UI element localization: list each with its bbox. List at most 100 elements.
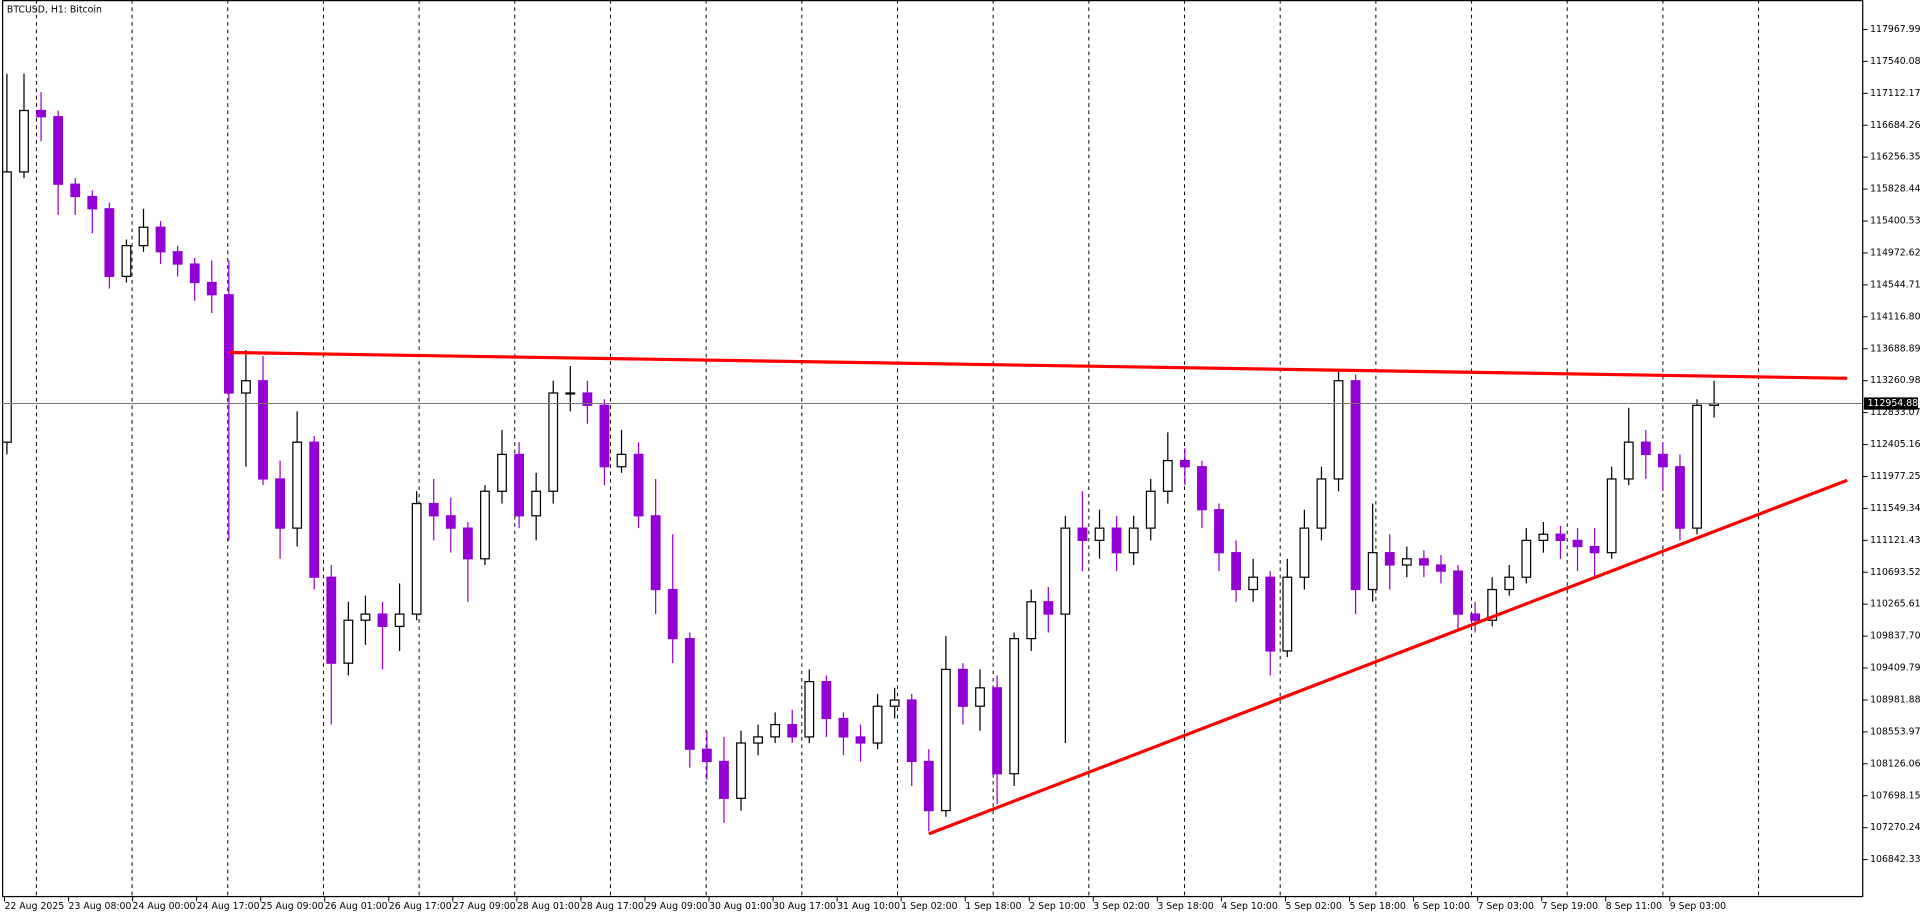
candle-body — [1470, 613, 1481, 621]
x-tick-label: 7 Sep 19:00 — [1542, 901, 1598, 912]
candle-body — [1231, 552, 1242, 591]
candle-body — [1094, 527, 1105, 541]
candle-body — [1145, 490, 1156, 529]
candle-body — [889, 699, 900, 707]
candle-body — [1299, 527, 1310, 578]
candle-body — [1111, 527, 1122, 554]
candle-body — [1384, 552, 1395, 566]
candle-body — [616, 453, 627, 468]
candle-body — [548, 392, 559, 492]
candle-body — [258, 380, 268, 480]
candle-body — [906, 699, 917, 763]
x-tick-label: 29 Aug 09:00 — [645, 901, 708, 912]
candle-body — [1504, 576, 1515, 591]
x-tick-label: 1 Sep 18:00 — [965, 901, 1021, 912]
x-tick-label: 5 Sep 02:00 — [1285, 901, 1341, 912]
candle-body — [770, 723, 781, 738]
candle-body — [719, 760, 729, 799]
candle-body — [1197, 466, 1207, 511]
y-tick-label: 117967.99 — [1870, 24, 1920, 35]
candle-body — [855, 736, 866, 744]
candle-body — [992, 687, 1003, 775]
candle-body — [53, 116, 64, 185]
trend-line — [928, 478, 1848, 836]
candle-body — [1675, 466, 1685, 529]
candle-body — [1316, 478, 1327, 529]
y-tick-label: 116684.26 — [1870, 120, 1920, 131]
x-tick-label: 27 Aug 09:00 — [453, 901, 516, 912]
x-tick-label: 24 Aug 00:00 — [133, 901, 196, 912]
candle-body — [1657, 453, 1668, 468]
candle-body — [394, 613, 405, 628]
candle-body — [1026, 601, 1037, 640]
trend-line — [228, 350, 1848, 380]
candle-body — [275, 478, 285, 529]
y-tick-label: 117112.17 — [1870, 88, 1920, 99]
y-tick-label: 117540.08 — [1870, 56, 1920, 67]
candle-body — [1282, 576, 1293, 652]
candle-body — [87, 195, 98, 210]
x-tick-label: 7 Sep 03:00 — [1478, 901, 1534, 912]
x-tick-label: 8 Sep 11:00 — [1606, 901, 1662, 912]
candle-body — [1640, 441, 1651, 456]
candle-body — [19, 109, 29, 173]
candle-body — [326, 576, 337, 664]
candle-body — [138, 226, 149, 247]
y-tick-label: 108981.88 — [1870, 694, 1920, 705]
candle-body — [975, 687, 985, 707]
y-tick-label: 112833.07 — [1870, 407, 1920, 418]
candle-body — [155, 226, 166, 253]
y-tick-label: 107270.24 — [1870, 822, 1920, 833]
candle-body — [70, 183, 81, 198]
candle-body — [1162, 459, 1173, 492]
x-tick-label: 28 Aug 01:00 — [517, 901, 580, 912]
candle-body — [1623, 441, 1634, 480]
x-tick-label: 30 Aug 01:00 — [709, 901, 772, 912]
candle-body — [1453, 570, 1463, 615]
candle-body — [582, 392, 593, 406]
x-tick-label: 6 Sep 10:00 — [1414, 901, 1470, 912]
candle-body — [1487, 588, 1498, 621]
candle-body — [1692, 404, 1702, 529]
candle-body — [343, 619, 354, 664]
candle-body — [787, 723, 798, 738]
candle-body — [1009, 638, 1020, 775]
y-tick-label: 111977.25 — [1870, 471, 1920, 482]
x-tick-label: 28 Aug 17:00 — [581, 901, 644, 912]
x-tick-label: 25 Aug 09:00 — [261, 901, 324, 912]
x-tick-label: 23 Aug 08:00 — [69, 901, 132, 912]
candle-body — [1060, 527, 1071, 615]
candle-body — [1521, 539, 1532, 578]
candle-body — [940, 668, 951, 812]
current-price-label: 112954.88 — [1868, 398, 1919, 409]
candle-body — [1401, 558, 1412, 566]
candle-body — [872, 705, 883, 744]
candle-body — [1606, 478, 1617, 554]
candle-body — [1367, 552, 1378, 591]
x-tick-label: 3 Sep 02:00 — [1093, 901, 1149, 912]
candle-body — [497, 453, 507, 492]
candle-body — [1436, 564, 1446, 572]
x-tick-label: 3 Sep 18:00 — [1157, 901, 1213, 912]
x-tick-label: 5 Sep 18:00 — [1350, 901, 1406, 912]
candle-body — [1572, 539, 1583, 548]
candle-body — [923, 760, 934, 812]
candle-body — [565, 392, 576, 395]
candle-body — [838, 717, 849, 738]
y-tick-label: 109837.70 — [1870, 631, 1920, 642]
x-tick-label: 4 Sep 10:00 — [1221, 901, 1277, 912]
candle-body — [753, 736, 763, 744]
y-tick-label: 115828.44 — [1870, 184, 1920, 195]
candle-body — [121, 245, 132, 277]
y-tick-label: 113260.98 — [1870, 375, 1920, 386]
candle-body — [514, 453, 524, 517]
x-tick-label: 24 Aug 17:00 — [197, 901, 260, 912]
y-tick-label: 108553.97 — [1870, 726, 1920, 737]
y-tick-label: 112405.16 — [1870, 439, 1920, 450]
candle-body — [462, 527, 473, 560]
candle-body — [633, 453, 644, 517]
candle-body — [2, 171, 12, 443]
candle-body — [480, 490, 490, 560]
candle-body — [411, 502, 422, 615]
candle-body — [958, 668, 968, 707]
